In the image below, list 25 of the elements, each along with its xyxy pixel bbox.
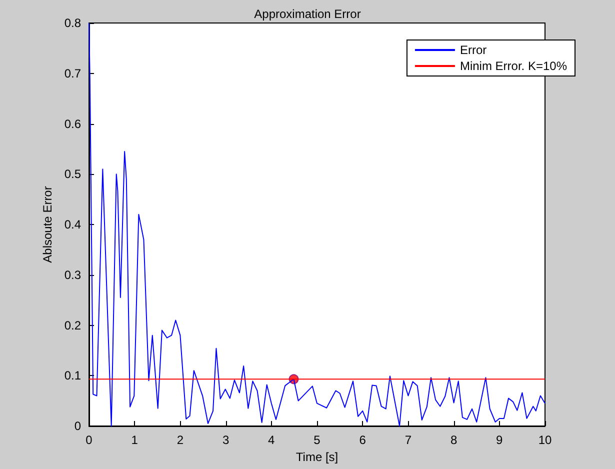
x-tick-label: 6: [359, 433, 366, 447]
y-tick-label: 0.1: [64, 368, 82, 383]
y-tick-label: 0.4: [64, 218, 82, 232]
y-tick-label: 0.5: [64, 167, 82, 182]
y-tick-label: 0: [74, 419, 82, 433]
y-tick-label: 0.3: [64, 268, 82, 282]
x-tick-label: 5: [314, 433, 321, 447]
x-tick-label: 8: [450, 433, 458, 447]
y-tick-label: 0.6: [64, 116, 82, 131]
legend-label: Minim Error. K=10%: [460, 59, 568, 73]
x-tick-label: 4: [268, 433, 276, 447]
x-tick-label: 10: [538, 433, 552, 447]
x-tick-label: 2: [176, 433, 184, 447]
y-axis-title: Ablsoute Error: [40, 186, 54, 263]
x-tick-label: 7: [404, 433, 412, 447]
legend-label: Error: [460, 43, 487, 57]
x-tick-label: 3: [222, 433, 230, 447]
x-tick-label: 1: [131, 433, 138, 447]
y-tick-label: 0.8: [64, 16, 82, 30]
x-axis-title: Time [s]: [296, 450, 338, 464]
y-tick-label: 0.7: [64, 66, 82, 80]
x-tick-label: 0: [86, 433, 93, 447]
y-tick-label: 0.2: [64, 318, 82, 332]
chart-title: Approximation Error: [254, 7, 361, 21]
x-tick-label: 9: [496, 433, 504, 447]
